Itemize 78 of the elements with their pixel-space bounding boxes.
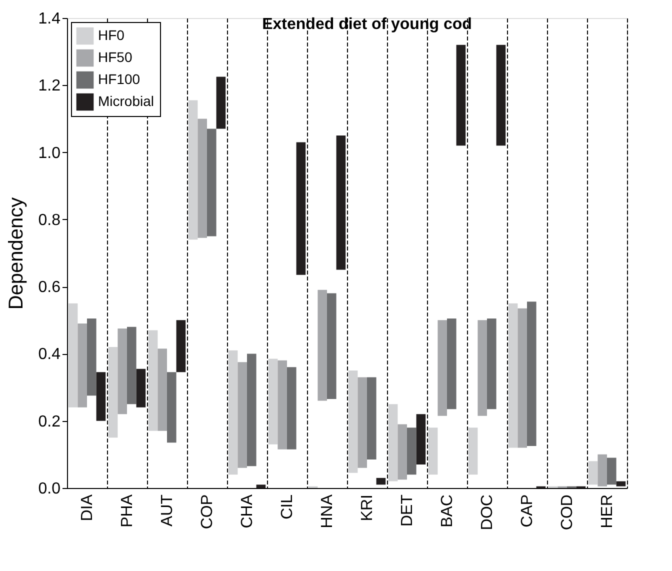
bar [158,348,167,431]
x-tick-label: COP [199,494,216,530]
bar [456,44,466,146]
x-tick-label: COD [559,494,576,530]
y-tick-label: 0.4 [38,346,61,364]
bar [358,377,367,468]
bar [478,320,487,416]
bar [518,308,527,448]
y-tick-label: 0.8 [38,212,61,229]
bar [108,347,118,438]
bar [118,328,127,414]
bar [598,454,607,486]
x-tick-label: HER [599,494,616,528]
y-axis-title: Dependency [5,197,28,310]
x-tick-label: AUT [159,494,176,526]
bar [127,326,136,404]
bar [496,44,506,146]
x-tick-label: HNA [319,494,336,528]
bar [207,128,216,236]
bar [438,320,447,416]
bar [508,303,518,448]
bar [327,293,336,400]
bar [388,404,398,482]
bar [607,458,616,485]
y-tick-label: 0.2 [38,413,61,430]
x-tick-label: CHA [239,494,256,528]
bar [167,372,176,443]
legend-label: HF0 [98,27,125,43]
bar [238,362,247,468]
x-tick-label: KRI [359,494,376,522]
chart-title: Extended diet of young cod [262,16,472,33]
bar [216,76,226,129]
bar [428,428,438,475]
legend-label: HF50 [98,49,132,65]
bar [348,370,358,473]
bar [407,428,416,475]
bar [247,354,256,466]
x-tick-label: CAP [519,494,536,528]
bar [616,481,626,486]
x-tick-label: DOC [479,494,496,530]
bar [367,377,376,460]
y-tick-label: 1.4 [38,10,61,28]
y-tick-label: 1.2 [38,78,61,95]
bar [398,424,407,480]
x-tick-label: PHA [119,494,136,528]
bar [68,303,78,408]
x-tick-label: DET [399,494,416,526]
bar [148,330,158,431]
bar [287,367,296,450]
bar [78,324,87,408]
bar [198,118,207,238]
bar [527,302,536,446]
bar [278,360,287,450]
bar [487,318,496,410]
bar [336,136,346,270]
bar [588,461,598,485]
bar [416,414,426,464]
bar [136,368,146,408]
legend-label: Microbial [98,93,154,109]
legend-label: HF100 [98,71,140,87]
x-tick-label: BAC [439,494,456,528]
x-tick-label: CIL [279,494,296,520]
bar [296,142,306,275]
bar [256,484,266,488]
bar [188,100,198,240]
y-tick-label: 1.0 [38,144,61,162]
bar [87,318,96,396]
y-tick-label: 0.0 [38,480,61,498]
x-tick-label: DIA [79,494,96,522]
bar [447,318,456,410]
bar [228,350,238,475]
bar [268,358,278,444]
bar [376,478,386,485]
y-tick-label: 0.6 [38,279,61,296]
bar [176,320,186,372]
bar [96,372,106,421]
bar [318,290,327,401]
bar [468,428,478,475]
